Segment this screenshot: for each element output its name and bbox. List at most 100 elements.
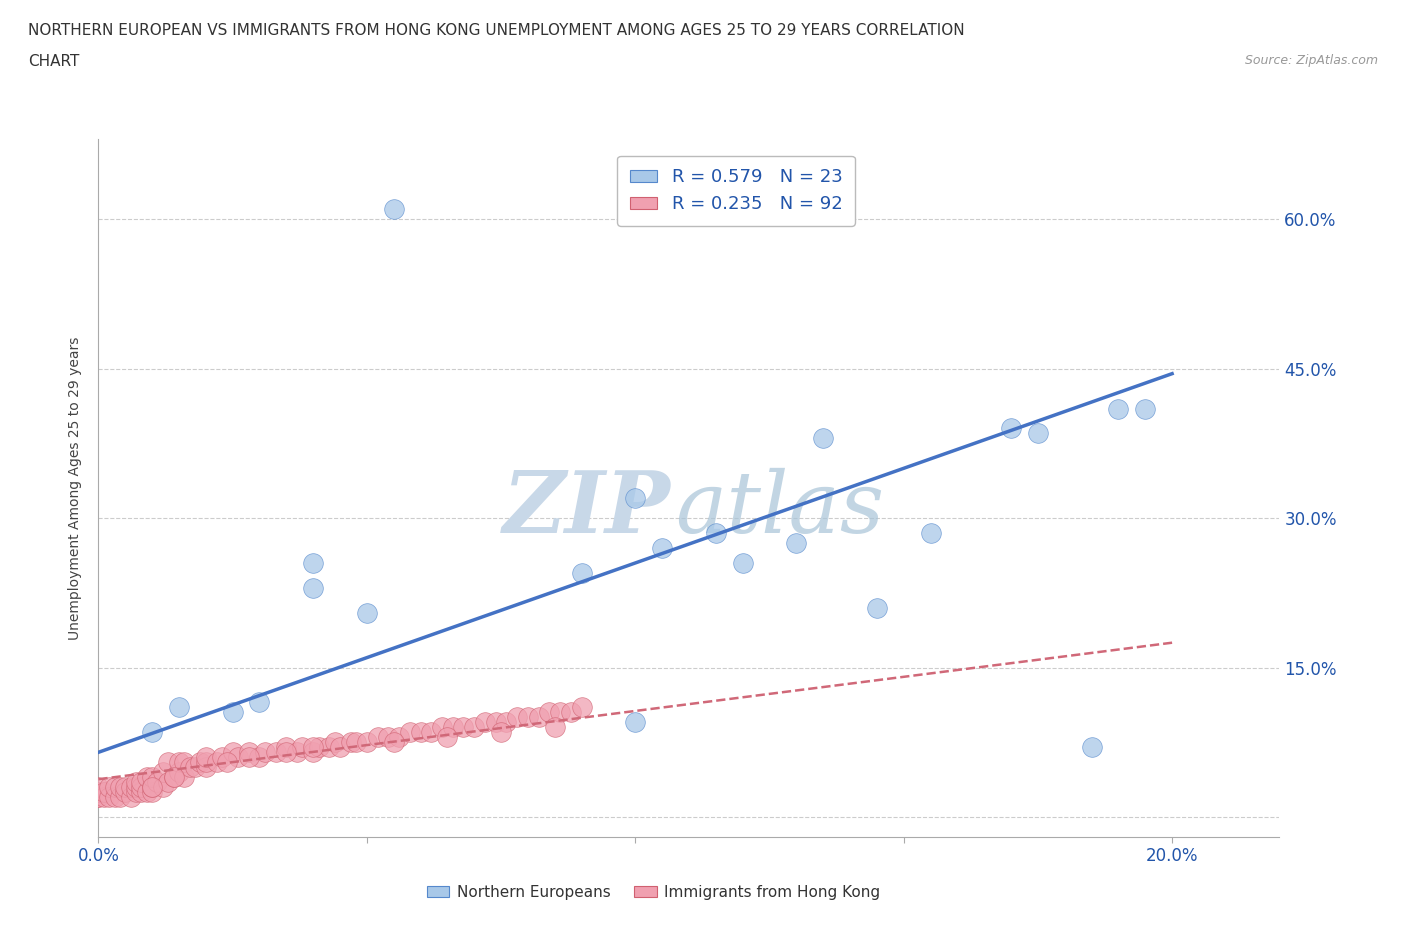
Point: [276, 740, 298, 755]
Point: [108, 779, 131, 794]
Point: [624, 491, 647, 506]
Point: [920, 525, 942, 540]
Point: [318, 740, 340, 755]
Point: [157, 755, 180, 770]
Point: [264, 745, 287, 760]
Point: [388, 730, 411, 745]
Point: [302, 580, 325, 595]
Point: [704, 525, 727, 540]
Point: [135, 770, 157, 785]
Point: [238, 745, 260, 760]
Point: [302, 740, 325, 755]
Point: [463, 720, 485, 735]
Point: [141, 779, 163, 794]
Point: [194, 760, 217, 775]
Point: [1080, 740, 1102, 755]
Point: [344, 735, 367, 750]
Text: ZIP: ZIP: [503, 468, 671, 551]
Point: [527, 710, 550, 724]
Point: [571, 700, 593, 715]
Point: [249, 695, 271, 710]
Point: [323, 735, 346, 750]
Point: [1135, 401, 1157, 416]
Point: [162, 770, 184, 785]
Point: [125, 775, 148, 790]
Point: [93, 790, 115, 804]
Point: [302, 555, 325, 570]
Point: [167, 755, 190, 770]
Point: [238, 750, 260, 764]
Point: [538, 705, 561, 720]
Point: [731, 555, 754, 570]
Point: [441, 720, 464, 735]
Point: [489, 725, 512, 740]
Point: [866, 601, 889, 616]
Point: [173, 770, 195, 785]
Point: [302, 745, 325, 760]
Point: [571, 565, 593, 580]
Point: [93, 785, 115, 800]
Point: [249, 750, 271, 764]
Point: [356, 735, 378, 750]
Point: [285, 745, 308, 760]
Point: [291, 740, 314, 755]
Point: [339, 735, 361, 750]
Point: [276, 745, 298, 760]
Point: [205, 755, 228, 770]
Point: [125, 779, 148, 794]
Point: [98, 779, 121, 794]
Point: [382, 202, 405, 217]
Point: [98, 790, 121, 804]
Point: [141, 725, 163, 740]
Point: [253, 745, 276, 760]
Point: [162, 770, 184, 785]
Point: [221, 705, 243, 720]
Point: [114, 779, 136, 794]
Legend: Northern Europeans, Immigrants from Hong Kong: Northern Europeans, Immigrants from Hong…: [420, 879, 887, 906]
Point: [152, 779, 174, 794]
Point: [194, 755, 217, 770]
Point: [167, 764, 190, 779]
Point: [453, 720, 475, 735]
Text: NORTHERN EUROPEAN VS IMMIGRANTS FROM HONG KONG UNEMPLOYMENT AMONG AGES 25 TO 29 : NORTHERN EUROPEAN VS IMMIGRANTS FROM HON…: [28, 23, 965, 38]
Point: [131, 779, 153, 794]
Point: [152, 764, 174, 779]
Point: [131, 785, 153, 800]
Point: [506, 710, 529, 724]
Point: [1107, 401, 1129, 416]
Point: [1000, 421, 1022, 436]
Point: [811, 431, 834, 445]
Point: [485, 715, 508, 730]
Point: [125, 785, 148, 800]
Point: [87, 790, 110, 804]
Point: [103, 790, 125, 804]
Point: [146, 775, 169, 790]
Point: [211, 750, 233, 764]
Point: [516, 710, 538, 724]
Point: [194, 750, 217, 764]
Point: [382, 735, 405, 750]
Point: [430, 720, 453, 735]
Point: [651, 540, 673, 555]
Text: Source: ZipAtlas.com: Source: ZipAtlas.com: [1244, 54, 1378, 67]
Point: [560, 705, 582, 720]
Y-axis label: Unemployment Among Ages 25 to 29 years: Unemployment Among Ages 25 to 29 years: [69, 337, 83, 640]
Point: [367, 730, 389, 745]
Point: [217, 755, 239, 770]
Point: [120, 790, 142, 804]
Point: [409, 725, 432, 740]
Point: [329, 740, 352, 755]
Point: [114, 785, 136, 800]
Point: [398, 725, 420, 740]
Point: [436, 730, 458, 745]
Point: [474, 715, 496, 730]
Point: [141, 779, 163, 794]
Point: [131, 775, 153, 790]
Point: [120, 779, 142, 794]
Point: [377, 730, 399, 745]
Point: [87, 790, 110, 804]
Point: [141, 770, 163, 785]
Point: [141, 785, 163, 800]
Point: [167, 700, 190, 715]
Point: [544, 720, 567, 735]
